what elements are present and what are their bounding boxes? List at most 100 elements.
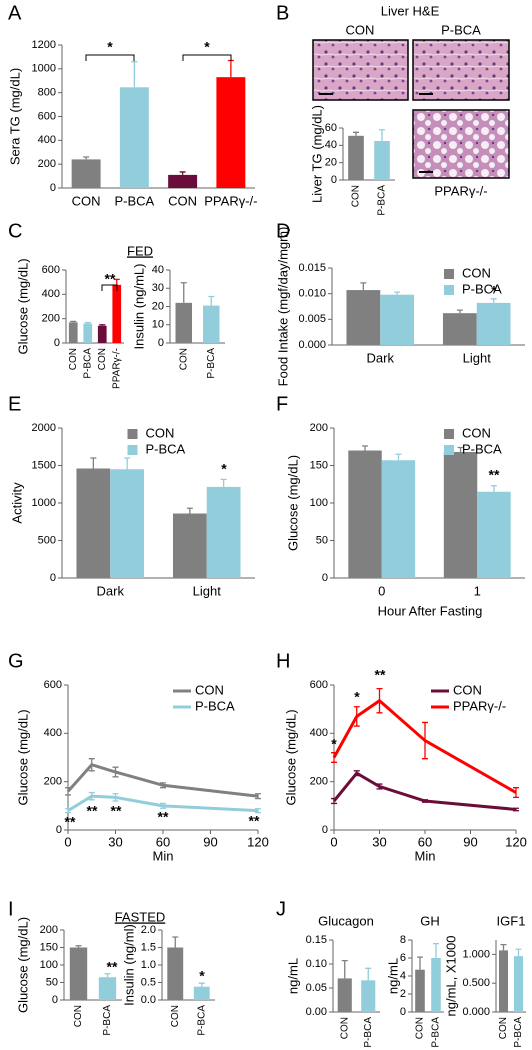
error-bar	[255, 808, 261, 814]
chart-title: FASTED	[115, 909, 166, 924]
y-tick-label: 0.000	[298, 339, 326, 351]
significance-bracket	[85, 54, 135, 61]
legend-swatch	[127, 429, 138, 439]
histology-image	[412, 39, 510, 101]
bar	[193, 986, 210, 1000]
y-tick-label: 1500	[32, 459, 56, 471]
x-tick-label: P-BCA	[82, 348, 93, 379]
error-bar	[124, 457, 131, 470]
y-tick-label: 8	[400, 934, 406, 946]
y-tick-label: 200	[38, 158, 56, 170]
y-tick-label: 2	[400, 988, 406, 1000]
significance-star: *	[107, 39, 113, 55]
y-tick-label: 200	[44, 776, 62, 788]
y-tick-label: 4	[400, 970, 406, 982]
x-tick-label: 120	[247, 834, 269, 849]
panel-letter: E	[8, 393, 21, 415]
bar	[112, 284, 122, 343]
y-axis-label: Glucose (mg/dL)	[283, 709, 298, 805]
y-axis-label: Food Intake (mgf/day/mgm)	[275, 227, 290, 387]
bar	[361, 980, 376, 1012]
significance-bracket	[182, 54, 232, 61]
y-tick-label: 20	[152, 300, 164, 312]
x-tick-label: 60	[156, 834, 170, 849]
bar	[442, 313, 477, 345]
legend-label: CON	[462, 265, 491, 280]
bar	[167, 947, 184, 1000]
legend-swatch	[127, 445, 138, 455]
y-tick-label: 60	[325, 122, 337, 134]
y-tick-label: 500	[38, 534, 56, 546]
y-tick-label: 0.005	[298, 313, 326, 325]
chart-title: Liver H&E	[381, 3, 440, 18]
error-bar	[179, 171, 186, 175]
y-tick-label: 200	[310, 422, 328, 434]
significance-star: *	[491, 283, 497, 299]
y-axis-label: Glucose (mg/dL)	[285, 455, 300, 551]
error-bar	[360, 282, 367, 291]
error-bar	[112, 793, 119, 802]
chart-title: GH	[420, 913, 440, 928]
significance-star: **	[65, 814, 76, 830]
error-bar	[186, 507, 193, 514]
legend-label: P-BCA	[146, 441, 186, 456]
y-tick-label: 0	[331, 174, 337, 186]
error-bar	[456, 309, 463, 314]
bar	[380, 294, 415, 345]
y-tick-label: 50	[316, 534, 328, 546]
bar	[443, 452, 478, 578]
x-tick-label: 90	[463, 834, 477, 849]
significance-star: **	[158, 809, 169, 825]
x-axis-label: Min	[153, 848, 174, 863]
y-axis-label: Insulin (ng/ml)	[121, 924, 136, 1006]
legend-label: P-BCA	[195, 698, 235, 713]
bar	[97, 325, 107, 343]
chart-title: IGF1	[497, 913, 526, 928]
legend-swatch	[444, 429, 454, 439]
bar	[476, 302, 511, 345]
bar	[76, 468, 111, 578]
error-bar	[104, 973, 111, 978]
y-tick-label: 2.0	[141, 924, 156, 936]
y-tick-label: 1.0	[141, 959, 156, 971]
significance-star: **	[249, 813, 260, 829]
y-axis-label: Insulin (ng/mL)	[131, 264, 146, 350]
panel-letter: H	[276, 650, 290, 672]
error-bar	[341, 959, 348, 979]
error-bar	[99, 324, 106, 326]
bar	[175, 302, 192, 343]
error-bar	[227, 59, 234, 78]
error-bar	[172, 936, 179, 948]
bar	[206, 486, 241, 578]
error-bar	[515, 948, 522, 957]
bar	[69, 947, 88, 1000]
error-bar	[83, 156, 90, 160]
error-bar	[131, 61, 138, 88]
y-axis-label: Liver TG (mg/dL)	[309, 105, 324, 203]
y-tick-label: 600	[38, 110, 56, 122]
y-tick-label: 40	[152, 264, 164, 276]
y-tick-label: 0.010	[298, 288, 326, 300]
x-tick-label: P-BCA	[513, 1017, 524, 1048]
panel-letter: C	[8, 220, 22, 242]
error-bar	[84, 321, 91, 324]
error-bar	[362, 445, 369, 451]
legend-swatch	[444, 285, 454, 295]
bar	[71, 159, 101, 188]
bar	[348, 135, 364, 180]
y-tick-label: 0	[158, 337, 164, 349]
x-tick-label: CON	[73, 1005, 84, 1027]
y-tick-label: 200	[42, 313, 60, 325]
x-tick-label: 30	[372, 834, 386, 849]
y-tick-label: 2000	[32, 422, 56, 434]
y-axis-label: Glucose (mg/dL)	[15, 917, 30, 1013]
y-tick-label: 0.5	[141, 976, 156, 988]
y-axis-label: Glucose (mg/dL)	[15, 709, 30, 805]
y-tick-label: 100	[310, 497, 328, 509]
y-tick-label: 1.000	[462, 948, 490, 960]
y-tick-label: 0	[50, 572, 56, 584]
chart-title: Glucagon	[318, 913, 374, 928]
bar	[119, 87, 149, 188]
histology-image	[312, 39, 409, 101]
y-tick-label: 0.05	[306, 982, 327, 994]
